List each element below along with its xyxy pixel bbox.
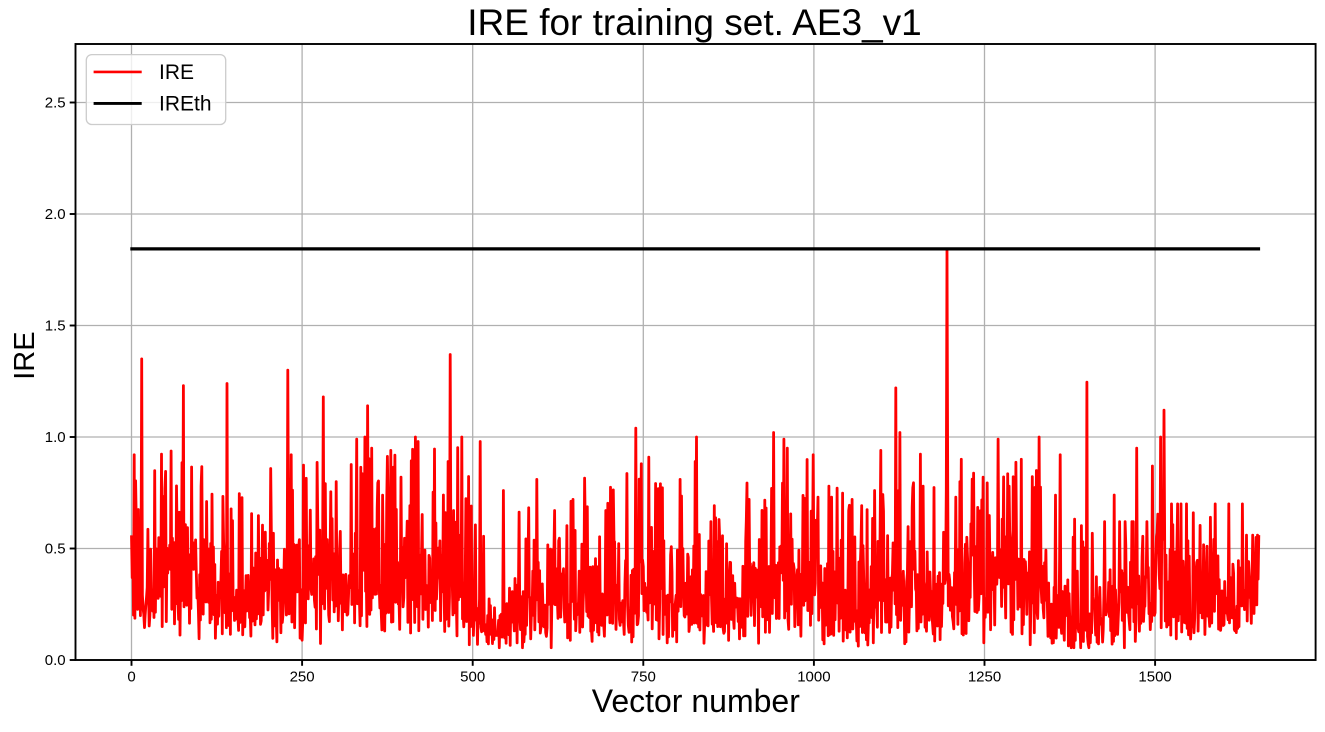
svg-text:IRE: IRE xyxy=(159,61,194,84)
svg-text:0: 0 xyxy=(127,669,135,686)
svg-text:1250: 1250 xyxy=(968,669,1001,686)
svg-text:1000: 1000 xyxy=(797,669,830,686)
svg-text:1.0: 1.0 xyxy=(45,429,66,446)
svg-text:250: 250 xyxy=(290,669,315,686)
svg-text:2.0: 2.0 xyxy=(45,206,66,223)
svg-text:IREth: IREth xyxy=(159,93,212,116)
svg-text:0.0: 0.0 xyxy=(45,652,66,669)
svg-text:IRE: IRE xyxy=(9,331,41,379)
svg-text:IRE for training set. AE3_v1: IRE for training set. AE3_v1 xyxy=(467,2,922,43)
svg-text:1500: 1500 xyxy=(1138,669,1171,686)
svg-text:750: 750 xyxy=(631,669,656,686)
svg-text:2.5: 2.5 xyxy=(45,95,66,112)
svg-text:0.5: 0.5 xyxy=(45,541,66,558)
svg-text:Vector number: Vector number xyxy=(592,683,800,719)
svg-text:500: 500 xyxy=(460,669,485,686)
svg-text:1.5: 1.5 xyxy=(45,318,66,335)
